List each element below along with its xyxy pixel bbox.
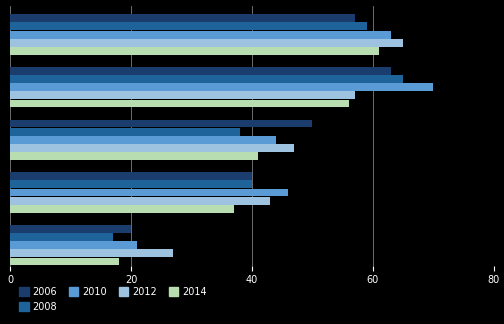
- Bar: [10, 22, 367, 30]
- Bar: [10, 67, 391, 75]
- Bar: [10, 172, 252, 180]
- Bar: [10, 120, 312, 127]
- Bar: [10, 233, 113, 241]
- Bar: [10, 180, 252, 188]
- Bar: [10, 205, 234, 213]
- Bar: [10, 91, 355, 99]
- Bar: [10, 83, 433, 91]
- Bar: [10, 39, 403, 47]
- Bar: [10, 144, 294, 152]
- Bar: [10, 258, 119, 265]
- Bar: [10, 75, 403, 83]
- Bar: [10, 136, 276, 144]
- Bar: [10, 197, 270, 204]
- Bar: [10, 225, 131, 233]
- Bar: [10, 47, 379, 55]
- Bar: [10, 189, 288, 196]
- Bar: [10, 31, 391, 39]
- Bar: [10, 152, 258, 160]
- Legend: 2006, 2008, 2010, 2012, 2014: 2006, 2008, 2010, 2012, 2014: [15, 283, 211, 316]
- Bar: [10, 100, 349, 108]
- Bar: [10, 14, 355, 22]
- Bar: [10, 128, 240, 135]
- Bar: [10, 249, 173, 257]
- Bar: [10, 241, 137, 249]
